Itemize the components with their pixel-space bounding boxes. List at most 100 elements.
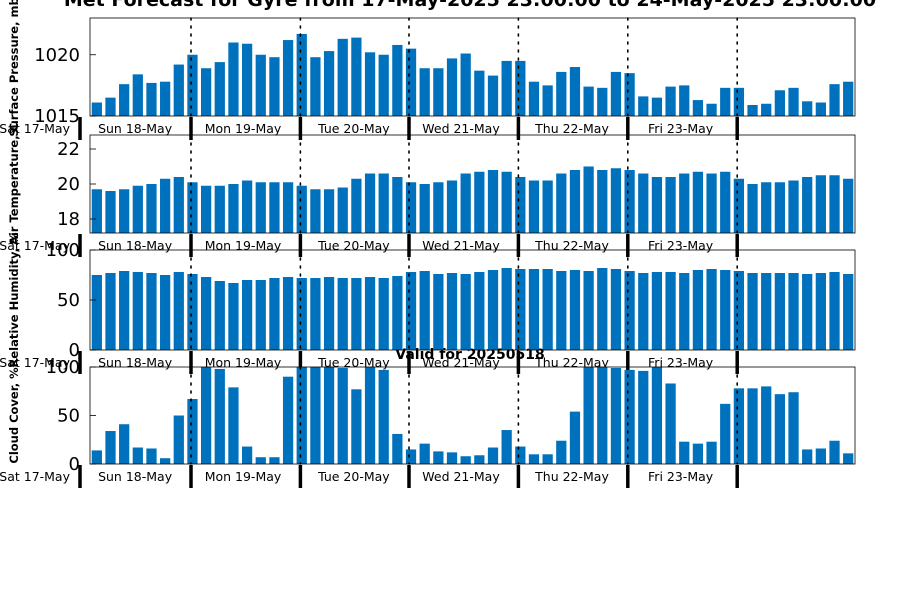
y-tick-label: 1020 [34,45,80,66]
bar [829,175,840,233]
bar [788,180,799,233]
bar [665,177,676,233]
day-label: Mon 19-May [205,355,282,370]
bar [241,180,253,233]
day-label: Wed 21-May [422,121,500,136]
bar [733,87,745,116]
day-label: Thu 22-May [534,121,609,136]
bar [515,446,526,464]
bar [665,86,676,116]
bar [323,367,335,464]
day-label: Tue 20-May [317,238,390,253]
bar [364,173,376,233]
bar [501,60,512,117]
bar [364,52,376,116]
y-tick-label: 100 [46,240,80,261]
bar [815,273,826,350]
bar [624,369,635,464]
day-label: Fri 23-May [648,238,714,253]
bar [173,64,184,116]
day-label: Sat 17-May [0,355,71,370]
bar [405,48,417,117]
bar [802,101,813,116]
bar [692,443,704,464]
bar [200,367,212,464]
bar [843,453,854,464]
bar [446,452,458,464]
bar [569,170,581,233]
bar [515,269,526,350]
bar [241,446,253,464]
bar [378,54,389,116]
bar [638,370,649,464]
bar [160,275,171,350]
bar [692,171,704,233]
bar [323,51,335,116]
bar [351,278,362,350]
y-tick-label: 18 [57,209,80,230]
bar [733,271,745,350]
bar [460,274,471,350]
day-label: Sun 18-May [98,355,173,370]
bar [132,185,143,233]
bar [487,447,499,464]
bar [337,187,348,233]
bar [515,60,526,117]
bar [146,82,157,116]
bar [638,173,649,233]
bar [638,273,649,350]
bar [132,272,143,350]
bar [679,85,690,117]
bar [419,68,430,116]
bar [761,103,772,116]
bar [802,274,813,350]
bar [269,182,280,233]
bar [228,42,239,116]
bar [228,283,239,350]
bar [187,399,198,464]
bar [487,75,499,116]
bar [706,173,717,233]
bar [692,100,704,116]
bar [419,271,430,350]
bar [433,182,444,233]
bar [610,71,622,116]
bar [200,68,212,116]
bar [105,273,116,350]
bar [583,86,594,116]
bar [173,415,184,464]
bar [446,58,458,116]
bar [282,277,294,350]
bar [91,450,102,464]
bar [91,102,102,116]
bar [160,178,171,233]
day-label: Tue 20-May [317,469,390,484]
bar [146,273,157,350]
day-label: Thu 22-May [534,469,609,484]
bar [255,54,266,116]
bar [187,182,198,233]
bar [788,392,799,464]
bar [337,38,348,116]
bar [146,448,157,464]
bar [282,376,294,464]
bar [419,443,430,464]
bar [255,182,266,233]
bar [597,87,608,116]
bar [119,424,130,464]
bar [597,268,608,350]
bar [310,57,321,116]
bar [91,189,102,233]
bar [392,44,403,117]
bar [214,62,225,116]
bar [843,178,854,233]
bar [829,272,840,350]
day-label: Wed 21-May [422,469,500,484]
y-axis-label: Surface Pressure, mb [7,0,21,137]
bar [610,367,622,464]
